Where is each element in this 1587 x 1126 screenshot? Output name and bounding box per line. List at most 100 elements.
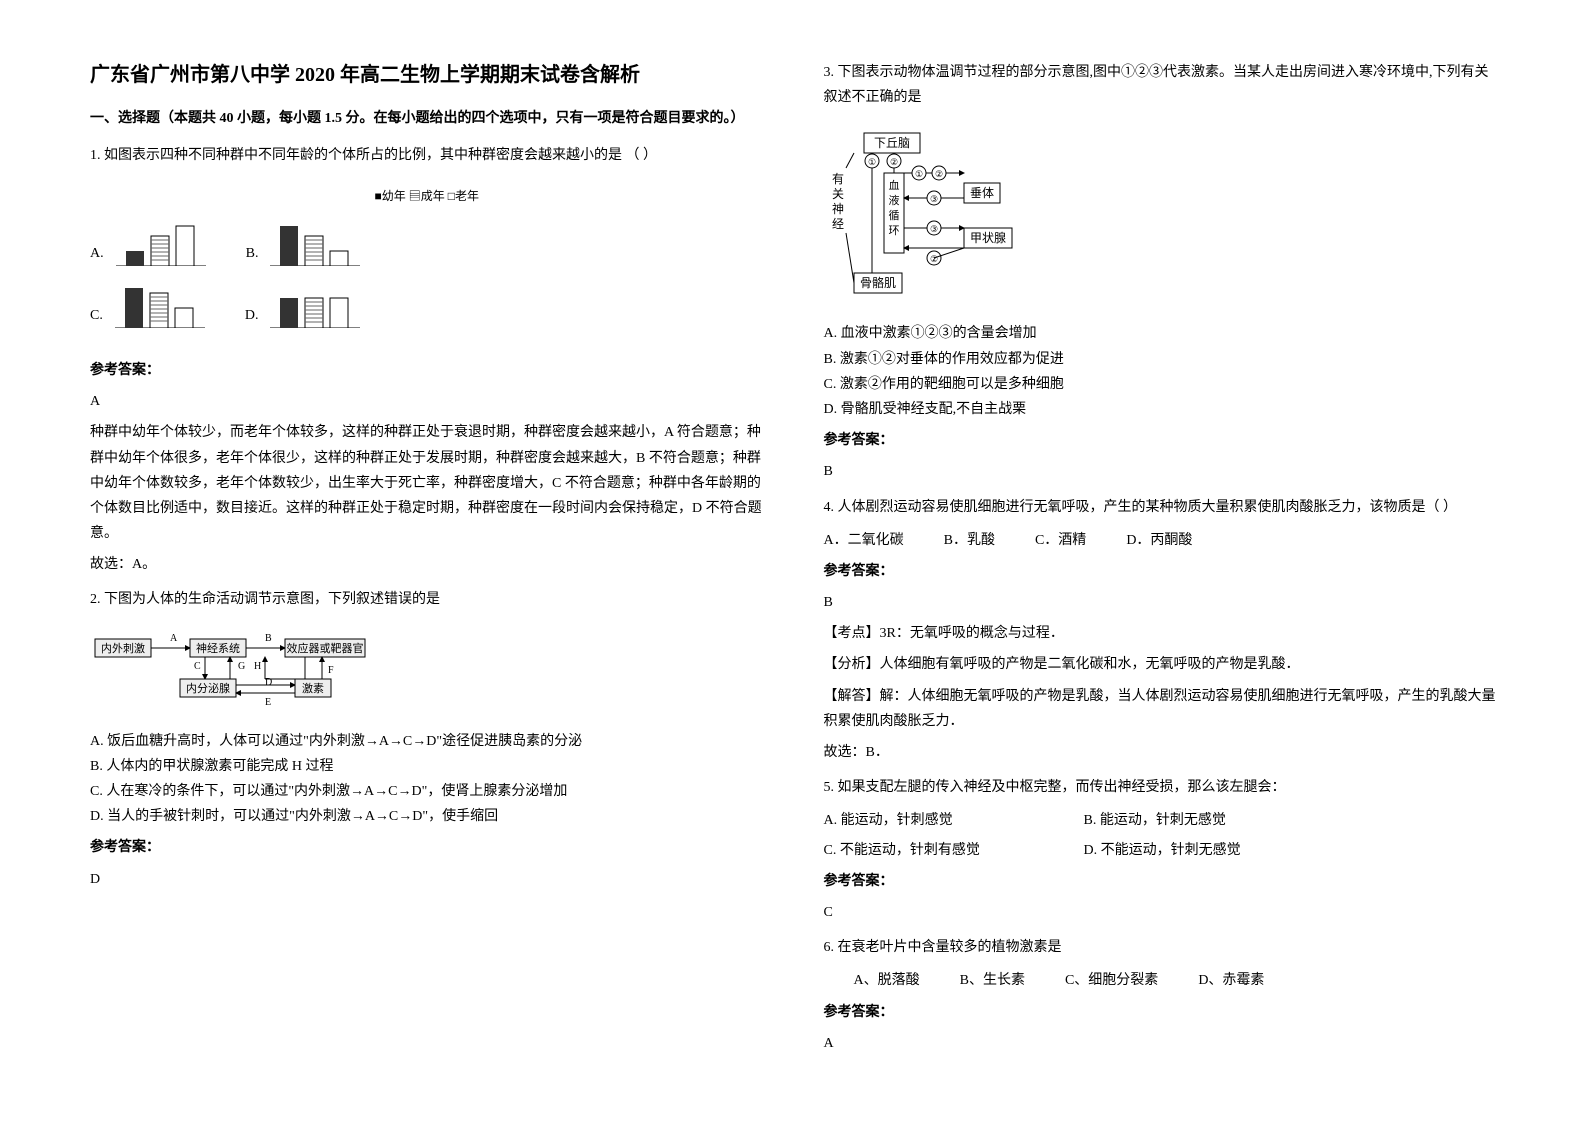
- q1-chart: ■幼年 ▤成年 □老年 A. B.: [90, 178, 764, 348]
- q1-label-b: B.: [246, 241, 259, 266]
- q4-options: A．二氧化碳 B．乳酸 C．酒精 D．丙酮酸: [824, 528, 1498, 553]
- q3-box1: 下丘脑: [873, 136, 909, 150]
- q4-point-text: 3R：无氧呼吸的概念与过程．: [880, 626, 1064, 641]
- q4-answer-label: 参考答案：: [824, 559, 1498, 584]
- q3-left1: 有: [832, 172, 844, 186]
- q6-text: 6. 在衰老叶片中含量较多的植物激素是: [824, 935, 1498, 960]
- q2-lblF: F: [328, 665, 334, 676]
- q2-diagram: 内外刺激 A 神经系统 B 效应器或靶器官 C G H F: [90, 623, 764, 719]
- q3-opt-d: D. 骨骼肌受神经支配,不自主战栗: [824, 397, 1498, 422]
- q5-answer-label: 参考答案：: [824, 869, 1498, 894]
- question-5: 5. 如果支配左腿的传入神经及中枢完整，而传出神经受损，那么该左腿会： A. 能…: [824, 775, 1498, 925]
- q5-answer: C: [824, 900, 1498, 925]
- q4-solve-text: 解：人体细胞无氧呼吸的产物是乳酸，当人体剧烈运动容易使肌细胞进行无氧呼吸，产生的…: [824, 689, 1496, 729]
- q5-opt-b: B. 能运动，针刺无感觉: [1084, 808, 1226, 833]
- q4-final: 故选：B．: [824, 740, 1498, 765]
- q3-mid1: 血: [888, 178, 899, 192]
- q1-label-d: D.: [245, 303, 259, 328]
- q1-final: 故选：A。: [90, 552, 764, 577]
- q6-opt-a: A、脱落酸: [854, 968, 920, 993]
- q3-diagram: 有 关 神 经 下丘脑 ① ② ① ② 血: [824, 120, 1498, 311]
- right-column: 3. 下图表示动物体温调节过程的部分示意图,图中①②③代表激素。当某人走出房间进…: [824, 60, 1498, 1066]
- q3-n2c: ②: [929, 254, 937, 264]
- q1-label-c: C.: [90, 303, 103, 328]
- q1-chart-c: C.: [90, 278, 205, 328]
- q3-opt-b: B. 激素①②对垂体的作用效应都为促进: [824, 347, 1498, 372]
- q6-opt-c: C、细胞分裂素: [1065, 968, 1158, 993]
- bar-chart-icon: [270, 216, 360, 266]
- q2-lblC: C: [194, 661, 201, 672]
- q4-solve-label: 【解答】: [824, 689, 880, 704]
- q1-chart-d: D.: [245, 278, 361, 328]
- q3-opt-a: A. 血液中激素①②③的含量会增加: [824, 321, 1498, 346]
- q4-answer: B: [824, 590, 1498, 615]
- q1-answer: A: [90, 389, 764, 414]
- q3-n2a: ②: [889, 157, 897, 167]
- q2-lblG: G: [238, 661, 245, 672]
- q3-n1a: ①: [867, 157, 875, 167]
- q2-box3: 效应器或靶器官: [287, 641, 364, 655]
- q3-n2b: ②: [934, 169, 942, 179]
- q6-opt-b: B、生长素: [960, 968, 1025, 993]
- question-6: 6. 在衰老叶片中含量较多的植物激素是 A、脱落酸 B、生长素 C、细胞分裂素 …: [824, 935, 1498, 1056]
- q1-legend: ■幼年 ▤成年 □老年: [90, 186, 764, 208]
- q1-label-a: A.: [90, 241, 104, 266]
- q4-opt-a: A．二氧化碳: [824, 528, 904, 553]
- q2-answer: D: [90, 867, 764, 892]
- q3-answer-label: 参考答案：: [824, 428, 1498, 453]
- q3-box2: 垂体: [969, 186, 993, 200]
- q6-answer: A: [824, 1031, 1498, 1056]
- q3-box3: 甲状腺: [969, 231, 1005, 245]
- q2-box5: 激素: [302, 681, 324, 695]
- q1-answer-label: 参考答案：: [90, 358, 764, 383]
- q6-answer-label: 参考答案：: [824, 1000, 1498, 1025]
- q6-options: A、脱落酸 B、生长素 C、细胞分裂素 D、赤霉素: [824, 968, 1498, 993]
- q4-opt-c: C．酒精: [1035, 528, 1086, 553]
- q6-opt-d: D、赤霉素: [1198, 968, 1264, 993]
- q3-n3a: ③: [929, 194, 937, 204]
- q2-box1: 内外刺激: [101, 641, 145, 655]
- q1-chart-a: A.: [90, 216, 206, 266]
- q3-text: 3. 下图表示动物体温调节过程的部分示意图,图中①②③代表激素。当某人走出房间进…: [824, 60, 1498, 110]
- q2-answer-label: 参考答案：: [90, 835, 764, 860]
- q3-left2: 关: [832, 187, 844, 201]
- q1-explanation: 种群中幼年个体较少，而老年个体较多，这样的种群正处于衰退时期，种群密度会越来越小…: [90, 420, 764, 546]
- q2-lblB: B: [265, 633, 272, 644]
- q2-opt-d: D. 当人的手被针刺时，可以通过"内外刺激→A→C→D"，使手缩回: [90, 804, 764, 829]
- q2-opt-b: B. 人体内的甲状腺激素可能完成 H 过程: [90, 754, 764, 779]
- q3-mid2: 液: [888, 193, 899, 207]
- q5-text: 5. 如果支配左腿的传入神经及中枢完整，而传出神经受损，那么该左腿会：: [824, 775, 1498, 800]
- q3-n3b: ③: [929, 224, 937, 234]
- q3-answer: B: [824, 459, 1498, 484]
- q4-analysis-label: 【分析】: [824, 657, 880, 672]
- flowchart-icon: 有 关 神 经 下丘脑 ① ② ① ② 血: [824, 128, 1064, 303]
- q5-opt-c: C. 不能运动，针刺有感觉: [824, 838, 1044, 863]
- q2-opt-a: A. 饭后血糖升高时，人体可以通过"内外刺激→A→C→D"途径促进胰岛素的分泌: [90, 729, 764, 754]
- q1-text: 1. 如图表示四种不同种群中不同年龄的个体所占的比例，其中种群密度会越来越小的是…: [90, 143, 764, 168]
- q3-left3: 神: [832, 202, 844, 216]
- flowchart-icon: 内外刺激 A 神经系统 B 效应器或靶器官 C G H F: [90, 631, 370, 711]
- q1-chart-b: B.: [246, 216, 361, 266]
- q2-lblH: H: [254, 661, 261, 672]
- bar-chart-icon: [116, 216, 206, 266]
- q4-analysis: 【分析】人体细胞有氧呼吸的产物是二氧化碳和水，无氧呼吸的产物是乳酸．: [824, 652, 1498, 677]
- q2-box2: 神经系统: [196, 641, 240, 655]
- bar-chart-icon: [270, 278, 360, 328]
- q3-mid3: 循: [888, 209, 899, 222]
- q2-lblA: A: [170, 633, 178, 644]
- q2-lblE: E: [265, 697, 271, 708]
- bar-chart-icon: [115, 278, 205, 328]
- question-1: 1. 如图表示四种不同种群中不同年龄的个体所占的比例，其中种群密度会越来越小的是…: [90, 143, 764, 577]
- q3-box4: 骨骼肌: [859, 275, 895, 290]
- question-3: 3. 下图表示动物体温调节过程的部分示意图,图中①②③代表激素。当某人走出房间进…: [824, 60, 1498, 485]
- q2-box4: 内分泌腺: [186, 681, 230, 695]
- question-2: 2. 下图为人体的生命活动调节示意图，下列叙述错误的是 内外刺激 A 神经系统 …: [90, 587, 764, 891]
- q4-point-label: 【考点】: [824, 626, 880, 641]
- q4-opt-d: D．丙酮酸: [1126, 528, 1192, 553]
- q5-options-row1: A. 能运动，针刺感觉 B. 能运动，针刺无感觉: [824, 808, 1498, 833]
- q2-text: 2. 下图为人体的生命活动调节示意图，下列叙述错误的是: [90, 587, 764, 612]
- question-4: 4. 人体剧烈运动容易使肌细胞进行无氧呼吸，产生的某种物质大量积累使肌肉酸胀乏力…: [824, 495, 1498, 766]
- q2-lblD: D: [265, 677, 272, 688]
- q4-analysis-text: 人体细胞有氧呼吸的产物是二氧化碳和水，无氧呼吸的产物是乳酸．: [880, 657, 1300, 672]
- q4-text: 4. 人体剧烈运动容易使肌细胞进行无氧呼吸，产生的某种物质大量积累使肌肉酸胀乏力…: [824, 495, 1498, 520]
